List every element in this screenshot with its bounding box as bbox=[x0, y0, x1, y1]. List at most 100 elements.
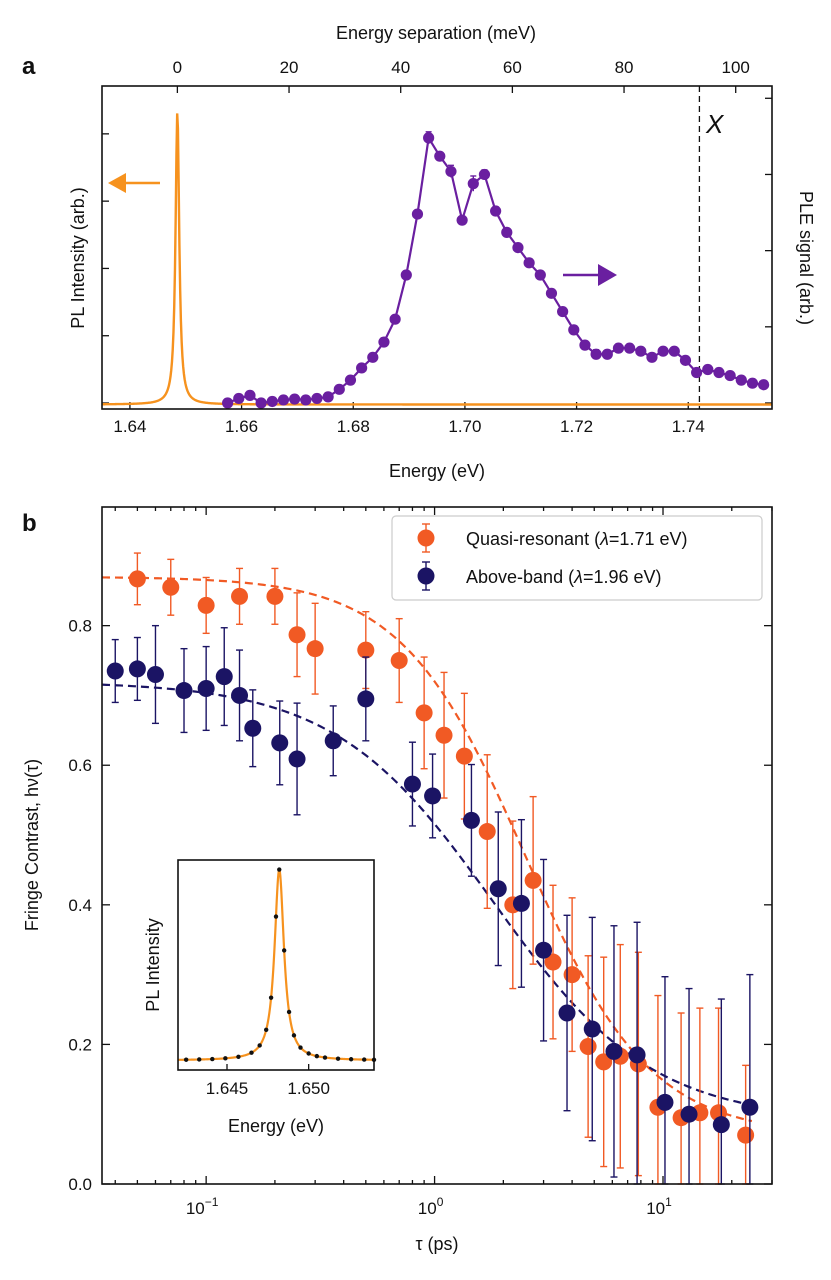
ple-point bbox=[289, 393, 301, 405]
panel-b-xtick-label: 10−1 bbox=[186, 1195, 219, 1218]
quasi-resonant-point bbox=[288, 626, 306, 644]
ple-point bbox=[702, 363, 714, 376]
ple-point bbox=[490, 205, 502, 217]
above-band-point bbox=[197, 679, 215, 697]
quasi-resonant-point bbox=[435, 726, 453, 744]
ple-point bbox=[400, 269, 412, 281]
ple-point bbox=[601, 348, 613, 360]
legend-label-above: Above-band (λ=1.96 eV) bbox=[466, 567, 662, 587]
exciton-marker-label: X bbox=[705, 109, 725, 139]
quasi-resonant-point bbox=[544, 953, 562, 971]
panel-b-x-axis-label: τ (ps) bbox=[415, 1234, 458, 1254]
ple-point bbox=[367, 351, 379, 363]
ple-point bbox=[322, 391, 334, 403]
panel-a-left-y-label: PL Intensity (arb.) bbox=[68, 187, 88, 328]
inset-point bbox=[210, 1056, 215, 1062]
ple-axis-arrow bbox=[563, 264, 617, 286]
ple-point bbox=[679, 354, 692, 366]
ple-point bbox=[590, 348, 602, 360]
panel-a-xtick-label: 1.72 bbox=[560, 417, 593, 436]
ple-point bbox=[266, 395, 278, 408]
above-band-point bbox=[357, 690, 375, 708]
panel-b-ticks: 0.0 0.2 0.4 0.6 0.8 10−1 100 101 bbox=[68, 507, 773, 1218]
ple-point bbox=[333, 383, 345, 395]
above-band-point bbox=[128, 660, 146, 678]
quasi-resonant-fit-line bbox=[101, 576, 753, 1123]
panel-a: a Energy separation (meV) Energy (eV) PL… bbox=[22, 23, 816, 481]
inset-point bbox=[335, 1056, 341, 1061]
quasi-resonant-point bbox=[231, 587, 249, 605]
inset-point bbox=[362, 1057, 367, 1062]
inset-background bbox=[178, 860, 374, 1070]
inset-point bbox=[223, 1056, 228, 1061]
ple-point bbox=[612, 342, 625, 354]
above-band-point bbox=[462, 811, 480, 829]
panel-a-xtick-label: 1.68 bbox=[337, 417, 370, 436]
inset-point bbox=[236, 1054, 241, 1059]
ple-point bbox=[657, 345, 669, 357]
quasi-resonant-point bbox=[737, 1126, 755, 1144]
inset-point bbox=[277, 867, 282, 872]
panel-a-xtick-label: 1.70 bbox=[448, 417, 481, 436]
ple-point bbox=[378, 336, 390, 348]
quasi-resonant-point bbox=[579, 1038, 597, 1056]
quasi-resonant-series bbox=[128, 552, 755, 1185]
ple-point bbox=[713, 366, 725, 379]
ple-point bbox=[534, 269, 546, 281]
quasi-resonant-point bbox=[357, 641, 375, 659]
panel-a-label: a bbox=[22, 53, 36, 80]
ple-point bbox=[423, 132, 435, 144]
ple-point bbox=[411, 208, 424, 220]
quasi-resonant-point bbox=[390, 652, 408, 670]
quasi-resonant-point bbox=[478, 823, 496, 841]
ple-point bbox=[277, 394, 290, 406]
panel-a-xtick-label: 1.64 bbox=[113, 417, 146, 436]
pl-spectrum-line bbox=[101, 113, 772, 406]
inset-point bbox=[348, 1057, 354, 1062]
inset-xtick-label: 1.650 bbox=[287, 1079, 330, 1098]
above-band-point bbox=[741, 1098, 759, 1116]
ple-series-points bbox=[222, 132, 770, 409]
pl-axis-arrow bbox=[108, 173, 160, 193]
quasi-resonant-point bbox=[306, 640, 324, 658]
panel-b-ytick-label: 0.2 bbox=[68, 1035, 92, 1054]
panel-b-frame bbox=[101, 506, 773, 1185]
panel-a-top-tick-label: 40 bbox=[391, 58, 410, 77]
quasi-resonant-point bbox=[563, 966, 581, 984]
panel-a-top-tick-label: 60 bbox=[503, 58, 522, 77]
panel-a-top-tick-label: 100 bbox=[722, 58, 750, 77]
ple-point bbox=[579, 339, 591, 351]
legend-item-quasi: Quasi-resonant (λ=1.71 eV) bbox=[417, 523, 687, 553]
inset-point bbox=[264, 1027, 269, 1032]
ple-point bbox=[691, 366, 703, 379]
quasi-resonant-point bbox=[455, 747, 473, 765]
ple-point bbox=[389, 313, 401, 325]
legend-marker-quasi bbox=[417, 529, 435, 547]
above-band-point bbox=[605, 1042, 623, 1060]
inset-frame bbox=[177, 859, 375, 1071]
ple-point bbox=[478, 168, 491, 181]
panel-a-x-axis-label: Energy (eV) bbox=[389, 461, 485, 481]
quasi-resonant-point bbox=[415, 704, 433, 722]
above-band-point bbox=[244, 719, 262, 737]
quasi-resonant-point bbox=[595, 1053, 613, 1071]
above-band-point bbox=[583, 1020, 601, 1038]
quasi-resonant-point bbox=[524, 871, 542, 889]
ple-point bbox=[233, 392, 245, 405]
above-band-point bbox=[628, 1046, 646, 1064]
ple-point bbox=[434, 150, 446, 162]
ple-point bbox=[244, 389, 256, 401]
inset-xtick-label: 1.645 bbox=[206, 1079, 249, 1098]
above-band-point bbox=[424, 787, 442, 805]
above-band-point bbox=[656, 1093, 674, 1111]
above-band-point bbox=[680, 1105, 698, 1123]
above-band-point bbox=[175, 682, 193, 700]
ple-point bbox=[467, 178, 479, 190]
inset-point bbox=[306, 1051, 311, 1056]
panel-b-ytick-label: 0.6 bbox=[68, 756, 92, 775]
legend-item-above: Above-band (λ=1.96 eV) bbox=[417, 561, 662, 591]
above-band-point bbox=[403, 775, 421, 793]
above-band-point bbox=[146, 666, 164, 684]
panel-a-xtick-label: 1.74 bbox=[672, 417, 705, 436]
inset-point bbox=[322, 1055, 328, 1060]
